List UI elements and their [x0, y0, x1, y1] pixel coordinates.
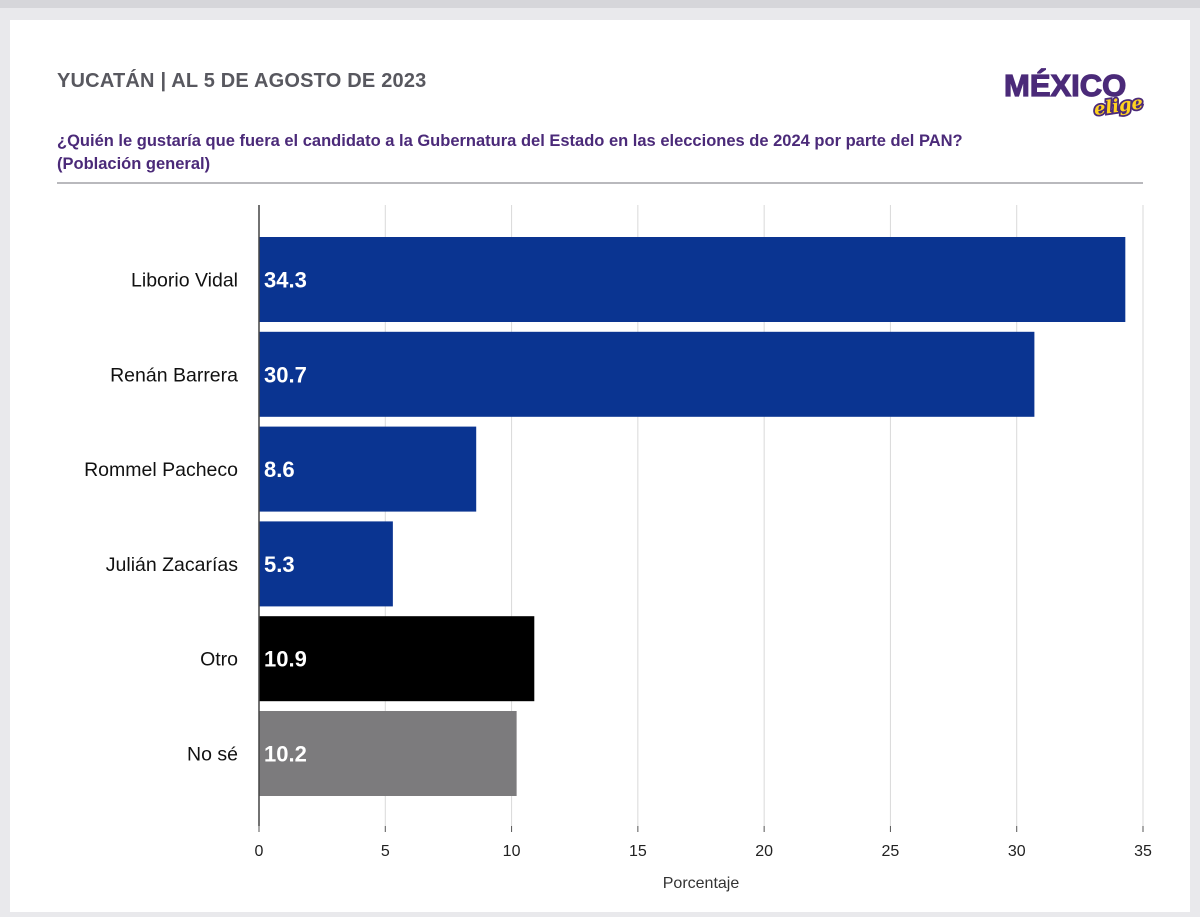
- bar: [259, 711, 517, 796]
- mexico-elige-logo: MÉXICO elige: [1000, 66, 1150, 121]
- bar-value-label: 5.3: [264, 552, 295, 577]
- category-label: Julián Zacarías: [106, 554, 238, 576]
- x-tick-label: 30: [1008, 843, 1026, 860]
- x-tick-label: 20: [755, 843, 773, 860]
- category-label: Otro: [200, 649, 238, 671]
- x-tick-label: 0: [255, 843, 264, 860]
- page-title: YUCATÁN | AL 5 DE AGOSTO DE 2023: [57, 70, 427, 92]
- x-axis-title: Porcentaje: [663, 875, 740, 892]
- bar-value-label: 10.9: [264, 647, 307, 672]
- survey-question: ¿Quién le gustaría que fuera el candidat…: [57, 132, 963, 150]
- axes: 0 5 10 15 20 25 30 35 Liborio Vidal Renán Barrera…: [84, 205, 1152, 860]
- header-divider: [57, 182, 1143, 184]
- bar: [259, 521, 393, 607]
- population-note: (Población general): [57, 155, 211, 173]
- top-edge: [0, 0, 1200, 8]
- bar: [259, 237, 1126, 322]
- logo-word-main: MÉXICO: [1004, 68, 1126, 103]
- bar-value-label: 34.3: [264, 268, 307, 293]
- x-tick-label: 5: [381, 843, 390, 860]
- bars: 34.3 30.7 8.6 5.3 10.9 10.2: [259, 237, 1126, 796]
- x-tick-label: 25: [882, 843, 900, 860]
- chart-subtitle: ¿Quién le gustaría que fuera el candidat…: [57, 130, 1057, 176]
- x-tick-label: 15: [629, 843, 647, 860]
- category-label: No sé: [187, 744, 238, 766]
- category-label: Renán Barrera: [110, 364, 238, 386]
- x-tick-label: 35: [1134, 843, 1152, 860]
- x-tick-label: 10: [503, 843, 521, 860]
- category-label: Liborio Vidal: [131, 270, 238, 292]
- bar-value-label: 10.2: [264, 742, 307, 767]
- category-label: Rommel Pacheco: [84, 459, 238, 481]
- bar: [259, 426, 477, 512]
- bar-value-label: 8.6: [264, 457, 295, 482]
- bar: [259, 331, 1035, 417]
- bar: [259, 616, 535, 702]
- chart-card: [10, 20, 1190, 912]
- bar-value-label: 30.7: [264, 362, 307, 387]
